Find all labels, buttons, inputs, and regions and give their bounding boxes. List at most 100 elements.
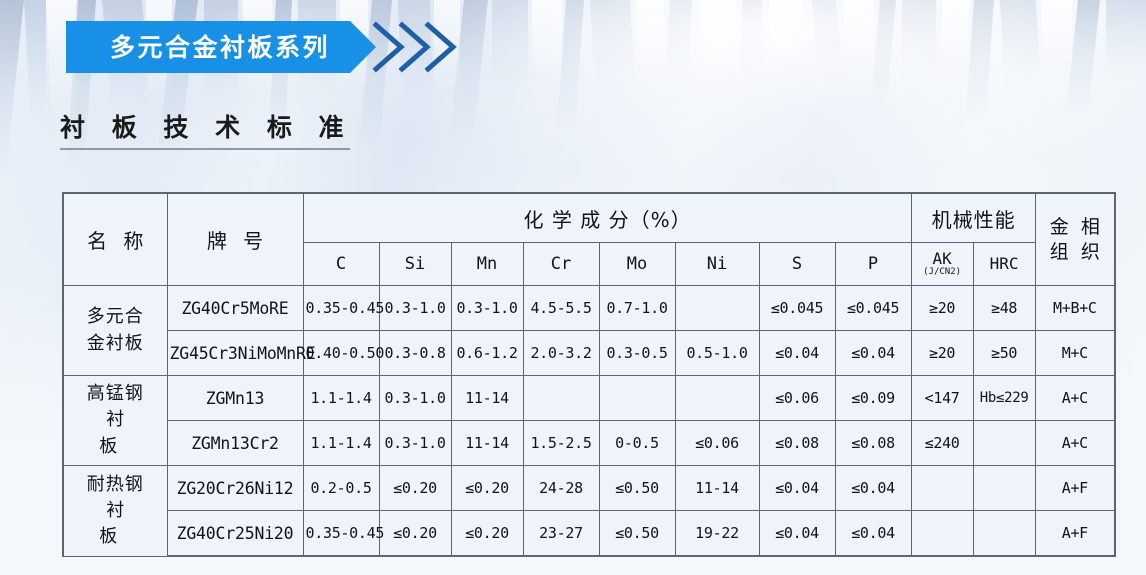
group-name-line1: 高锰钢 xyxy=(86,383,144,405)
cell-p: ≤0.045 xyxy=(834,285,912,331)
header-element-ni: Ni xyxy=(674,242,760,286)
cell-cr: 1.5-2.5 xyxy=(522,420,600,466)
cell-p: ≤0.04 xyxy=(834,510,912,557)
table-row: ZG45Cr3NiMoMnRE 0.40-0.50 0.3-0.8 0.6-1.… xyxy=(63,330,1117,376)
group-name-line1: 多元合 xyxy=(86,306,144,328)
cell-metallographic: A+F xyxy=(1034,465,1117,511)
header-grade: 牌 号 xyxy=(166,192,304,286)
group-name-line2: 衬 板 xyxy=(99,409,171,457)
cell-grade: ZG45Cr3NiMoMnRE xyxy=(166,330,316,376)
cell-ak xyxy=(910,465,974,511)
cell-s: ≤0.045 xyxy=(758,285,836,331)
cell-mn: 11-14 xyxy=(450,375,524,421)
cell-cr: 24-28 xyxy=(522,465,600,511)
cell-mn: ≤0.20 xyxy=(450,465,524,511)
table-row: 耐热钢 衬 板 ZG20Cr26Ni12 0.2-0.5 ≤0.20 ≤0.20… xyxy=(62,465,1117,557)
cell-hrc: ≥50 xyxy=(972,330,1036,376)
cell-s: ≤0.04 xyxy=(758,330,836,376)
cell-mo: 0-0.5 xyxy=(598,420,676,466)
chevron-right-icon xyxy=(370,19,466,75)
header-element-mn: Mn xyxy=(450,242,524,286)
cell-c: 0.40-0.50 xyxy=(302,330,384,376)
cell-mn: ≤0.20 xyxy=(450,510,524,557)
cell-cr: 4.5-5.5 xyxy=(522,285,600,331)
group-name-line2: 衬 板 xyxy=(99,499,171,547)
table-row: 高锰钢 衬 板 ZGMn13 1.1-1.4 0.3-1.0 11-14 ≤0.… xyxy=(62,375,1117,466)
cell-mn: 11-14 xyxy=(450,420,524,466)
cell-cr: 23-27 xyxy=(522,510,600,557)
cell-ak xyxy=(910,510,974,557)
header-element-si: Si xyxy=(378,242,452,286)
cell-c: 1.1-1.4 xyxy=(302,375,380,421)
group-name-heat-resistant: 耐热钢 衬 板 xyxy=(62,465,171,557)
cell-s: ≤0.08 xyxy=(758,420,836,466)
header-ak-unit: (J/CN2) xyxy=(923,266,962,277)
section-heading-text: 衬 板 技 术 标 准 xyxy=(60,113,353,142)
header-element-p: P xyxy=(834,242,912,286)
cell-metallographic: M+C xyxy=(1034,330,1117,376)
cell-mo xyxy=(598,375,676,421)
header-hrc: HRC xyxy=(972,242,1036,286)
cell-ni: 0.5-1.0 xyxy=(674,330,760,376)
cell-ni xyxy=(674,285,760,331)
cell-cr: 2.0-3.2 xyxy=(522,330,600,376)
header-element-cr: Cr xyxy=(522,242,600,286)
header-metallographic-line1: 金 相 xyxy=(1049,216,1103,239)
cell-ni: 11-14 xyxy=(674,465,760,511)
cell-ni xyxy=(674,375,760,421)
cell-metallographic: A+C xyxy=(1034,420,1117,466)
header-metallographic-structure: 金 相 组 织 xyxy=(1034,192,1117,286)
cell-c: 0.35-0.45 xyxy=(302,510,384,557)
cell-c: 1.1-1.4 xyxy=(302,420,380,466)
cell-c: 0.35-0.45 xyxy=(302,285,384,331)
cell-metallographic: A+C xyxy=(1034,375,1117,421)
header-chemical-composition: 化 学 成 分（%） xyxy=(302,192,912,243)
cell-mn: 0.3-1.0 xyxy=(450,285,524,331)
table-row: ZG40Cr25Ni20 0.35-0.45 ≤0.20 ≤0.20 23-27… xyxy=(63,510,1117,557)
cell-c: 0.2-0.5 xyxy=(302,465,380,511)
header-name: 名 称 xyxy=(62,192,168,286)
table-header-row-sub: C Si Mn Cr Mo Ni S P AK (J/CN2) HRC xyxy=(63,242,1115,286)
group-name-high-manganese: 高锰钢 衬 板 xyxy=(62,375,171,466)
cell-mo: 0.7-1.0 xyxy=(598,285,676,331)
cell-ak: <147 xyxy=(910,375,974,421)
table-header-row-top: 名 称 牌 号 化 学 成 分（%） 机械性能 金 相 组 织 xyxy=(62,192,1117,286)
cell-si: ≤0.20 xyxy=(378,465,452,511)
cell-p: ≤0.09 xyxy=(834,375,912,421)
section-heading-rule xyxy=(60,148,350,151)
cell-hrc: ≥48 xyxy=(972,285,1036,331)
cell-s: ≤0.04 xyxy=(758,510,836,557)
cell-hrc: Hb≤229 xyxy=(972,375,1036,421)
cell-grade: ZG40Cr25Ni20 xyxy=(166,510,304,557)
header-element-c: C xyxy=(302,242,380,286)
series-banner-body: 多元合金衬板系列 xyxy=(66,21,376,73)
cell-si: ≤0.20 xyxy=(378,510,452,557)
header-metallographic-line2: 组 织 xyxy=(1049,240,1103,263)
group-name-multi-alloy: 多元合 金衬板 xyxy=(62,285,168,376)
cell-p: ≤0.04 xyxy=(834,330,912,376)
section-heading: 衬 板 技 术 标 准 xyxy=(60,112,360,151)
cell-grade: ZG40Cr5MoRE xyxy=(166,285,304,331)
cell-ni: ≤0.06 xyxy=(674,420,760,466)
cell-ak: ≤240 xyxy=(910,420,974,466)
cell-metallographic: A+F xyxy=(1034,510,1117,557)
cell-hrc xyxy=(972,465,1036,511)
header-mechanical-properties: 机械性能 xyxy=(910,192,1036,243)
spec-table-container: 名 称 牌 号 化 学 成 分（%） 机械性能 金 相 组 织 C Si Mn … xyxy=(62,192,1117,557)
spec-table-body: 多元合 金衬板 ZG40Cr5MoRE 0.35-0.45 0.3-1.0 0.… xyxy=(62,285,1117,557)
cell-ak: ≥20 xyxy=(910,285,974,331)
cell-si: 0.3-1.0 xyxy=(378,285,452,331)
cell-mo: ≤0.50 xyxy=(598,465,676,511)
cell-metallographic: M+B+C xyxy=(1034,285,1117,331)
group-name-line2: 金衬板 xyxy=(86,332,144,354)
cell-s: ≤0.06 xyxy=(758,375,836,421)
cell-mn: 0.6-1.2 xyxy=(450,330,524,376)
spec-table: 名 称 牌 号 化 学 成 分（%） 机械性能 金 相 组 织 C Si Mn … xyxy=(62,192,1117,557)
cell-grade: ZG20Cr26Ni12 xyxy=(166,465,304,511)
cell-hrc xyxy=(972,510,1036,557)
cell-grade: ZGMn13 xyxy=(166,375,304,421)
series-banner-title: 多元合金衬板系列 xyxy=(110,32,331,62)
cell-s: ≤0.04 xyxy=(758,465,836,511)
cell-si: 0.3-1.0 xyxy=(378,420,452,466)
